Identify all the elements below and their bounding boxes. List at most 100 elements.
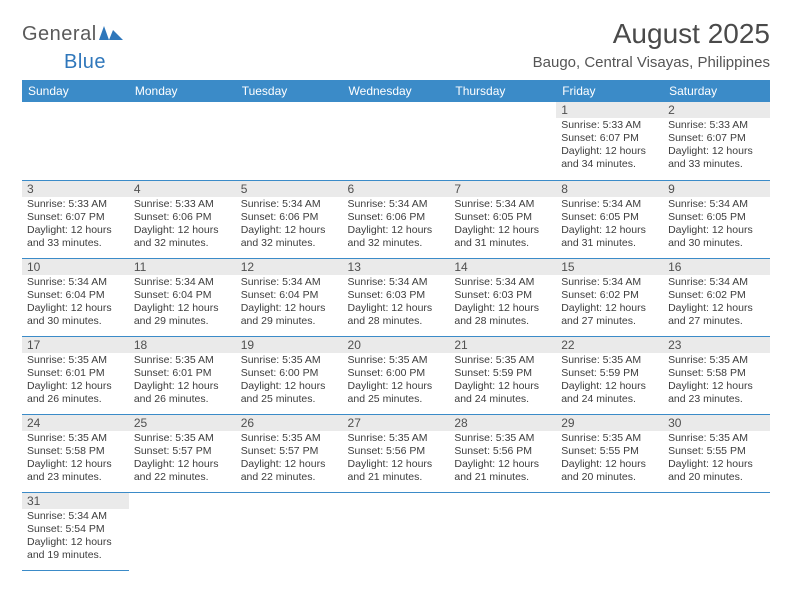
day-number: 5	[236, 181, 343, 197]
weekday-header: Wednesday	[343, 80, 450, 102]
logo-text-general: General	[22, 23, 97, 45]
day-number: 23	[663, 337, 770, 353]
calendar-day-cell: 15Sunrise: 5:34 AMSunset: 6:02 PMDayligh…	[556, 258, 663, 336]
day-details: Sunrise: 5:34 AMSunset: 6:06 PMDaylight:…	[236, 197, 343, 254]
calendar-empty-cell	[129, 102, 236, 180]
logo-flag-icon	[99, 26, 123, 44]
calendar-day-cell: 17Sunrise: 5:35 AMSunset: 6:01 PMDayligh…	[22, 336, 129, 414]
day-details: Sunrise: 5:33 AMSunset: 6:07 PMDaylight:…	[663, 118, 770, 175]
day-details: Sunrise: 5:35 AMSunset: 5:56 PMDaylight:…	[449, 431, 556, 488]
day-number: 4	[129, 181, 236, 197]
calendar-day-cell: 6Sunrise: 5:34 AMSunset: 6:06 PMDaylight…	[343, 180, 450, 258]
day-number: 19	[236, 337, 343, 353]
day-details: Sunrise: 5:34 AMSunset: 6:04 PMDaylight:…	[22, 275, 129, 332]
day-number: 9	[663, 181, 770, 197]
day-details: Sunrise: 5:34 AMSunset: 6:02 PMDaylight:…	[663, 275, 770, 332]
calendar-empty-cell	[236, 102, 343, 180]
calendar-day-cell: 28Sunrise: 5:35 AMSunset: 5:56 PMDayligh…	[449, 414, 556, 492]
calendar-week-row: 17Sunrise: 5:35 AMSunset: 6:01 PMDayligh…	[22, 336, 770, 414]
calendar-empty-cell	[556, 492, 663, 570]
day-number: 14	[449, 259, 556, 275]
logo: General Blue	[22, 24, 123, 72]
calendar-empty-cell	[343, 102, 450, 180]
day-details: Sunrise: 5:35 AMSunset: 5:55 PMDaylight:…	[663, 431, 770, 488]
calendar-week-row: 24Sunrise: 5:35 AMSunset: 5:58 PMDayligh…	[22, 414, 770, 492]
day-number: 18	[129, 337, 236, 353]
calendar-day-cell: 24Sunrise: 5:35 AMSunset: 5:58 PMDayligh…	[22, 414, 129, 492]
day-number: 26	[236, 415, 343, 431]
calendar-week-row: 1Sunrise: 5:33 AMSunset: 6:07 PMDaylight…	[22, 102, 770, 180]
weekday-header: Monday	[129, 80, 236, 102]
calendar-day-cell: 3Sunrise: 5:33 AMSunset: 6:07 PMDaylight…	[22, 180, 129, 258]
weekday-header-row: SundayMondayTuesdayWednesdayThursdayFrid…	[22, 80, 770, 102]
calendar-day-cell: 1Sunrise: 5:33 AMSunset: 6:07 PMDaylight…	[556, 102, 663, 180]
calendar-week-row: 3Sunrise: 5:33 AMSunset: 6:07 PMDaylight…	[22, 180, 770, 258]
calendar-day-cell: 11Sunrise: 5:34 AMSunset: 6:04 PMDayligh…	[129, 258, 236, 336]
calendar-empty-cell	[343, 492, 450, 570]
day-number: 24	[22, 415, 129, 431]
day-details: Sunrise: 5:34 AMSunset: 5:54 PMDaylight:…	[22, 509, 129, 566]
day-number: 2	[663, 102, 770, 118]
location-text: Baugo, Central Visayas, Philippines	[533, 54, 770, 71]
day-number: 15	[556, 259, 663, 275]
day-number: 28	[449, 415, 556, 431]
calendar-empty-cell	[129, 492, 236, 570]
day-details: Sunrise: 5:35 AMSunset: 6:01 PMDaylight:…	[22, 353, 129, 410]
day-details: Sunrise: 5:35 AMSunset: 5:57 PMDaylight:…	[129, 431, 236, 488]
calendar-day-cell: 14Sunrise: 5:34 AMSunset: 6:03 PMDayligh…	[449, 258, 556, 336]
calendar-empty-cell	[22, 102, 129, 180]
calendar-day-cell: 29Sunrise: 5:35 AMSunset: 5:55 PMDayligh…	[556, 414, 663, 492]
day-number: 12	[236, 259, 343, 275]
day-details: Sunrise: 5:34 AMSunset: 6:03 PMDaylight:…	[343, 275, 450, 332]
calendar-day-cell: 8Sunrise: 5:34 AMSunset: 6:05 PMDaylight…	[556, 180, 663, 258]
page-header: General Blue August 2025 Baugo, Central …	[22, 18, 770, 72]
day-details: Sunrise: 5:35 AMSunset: 5:57 PMDaylight:…	[236, 431, 343, 488]
calendar-day-cell: 19Sunrise: 5:35 AMSunset: 6:00 PMDayligh…	[236, 336, 343, 414]
day-number: 1	[556, 102, 663, 118]
calendar-week-row: 31Sunrise: 5:34 AMSunset: 5:54 PMDayligh…	[22, 492, 770, 570]
calendar-day-cell: 2Sunrise: 5:33 AMSunset: 6:07 PMDaylight…	[663, 102, 770, 180]
day-details: Sunrise: 5:35 AMSunset: 6:00 PMDaylight:…	[236, 353, 343, 410]
day-number: 3	[22, 181, 129, 197]
calendar-day-cell: 27Sunrise: 5:35 AMSunset: 5:56 PMDayligh…	[343, 414, 450, 492]
weekday-header: Thursday	[449, 80, 556, 102]
day-details: Sunrise: 5:33 AMSunset: 6:07 PMDaylight:…	[556, 118, 663, 175]
calendar-empty-cell	[449, 102, 556, 180]
calendar-day-cell: 18Sunrise: 5:35 AMSunset: 6:01 PMDayligh…	[129, 336, 236, 414]
calendar-empty-cell	[449, 492, 556, 570]
day-details: Sunrise: 5:34 AMSunset: 6:05 PMDaylight:…	[556, 197, 663, 254]
day-number: 27	[343, 415, 450, 431]
calendar-day-cell: 12Sunrise: 5:34 AMSunset: 6:04 PMDayligh…	[236, 258, 343, 336]
calendar-day-cell: 16Sunrise: 5:34 AMSunset: 6:02 PMDayligh…	[663, 258, 770, 336]
logo-text-blue: Blue	[64, 51, 106, 73]
day-details: Sunrise: 5:34 AMSunset: 6:02 PMDaylight:…	[556, 275, 663, 332]
calendar-day-cell: 23Sunrise: 5:35 AMSunset: 5:58 PMDayligh…	[663, 336, 770, 414]
day-number: 21	[449, 337, 556, 353]
day-details: Sunrise: 5:35 AMSunset: 6:01 PMDaylight:…	[129, 353, 236, 410]
weekday-header: Friday	[556, 80, 663, 102]
calendar-day-cell: 25Sunrise: 5:35 AMSunset: 5:57 PMDayligh…	[129, 414, 236, 492]
day-details: Sunrise: 5:33 AMSunset: 6:07 PMDaylight:…	[22, 197, 129, 254]
day-number: 13	[343, 259, 450, 275]
day-number: 17	[22, 337, 129, 353]
calendar-day-cell: 21Sunrise: 5:35 AMSunset: 5:59 PMDayligh…	[449, 336, 556, 414]
day-number: 8	[556, 181, 663, 197]
day-details: Sunrise: 5:34 AMSunset: 6:04 PMDaylight:…	[129, 275, 236, 332]
day-number: 20	[343, 337, 450, 353]
day-details: Sunrise: 5:35 AMSunset: 5:58 PMDaylight:…	[22, 431, 129, 488]
calendar-day-cell: 10Sunrise: 5:34 AMSunset: 6:04 PMDayligh…	[22, 258, 129, 336]
day-number: 10	[22, 259, 129, 275]
calendar-day-cell: 31Sunrise: 5:34 AMSunset: 5:54 PMDayligh…	[22, 492, 129, 570]
day-number: 25	[129, 415, 236, 431]
day-details: Sunrise: 5:35 AMSunset: 5:58 PMDaylight:…	[663, 353, 770, 410]
calendar-day-cell: 26Sunrise: 5:35 AMSunset: 5:57 PMDayligh…	[236, 414, 343, 492]
calendar-empty-cell	[236, 492, 343, 570]
calendar-day-cell: 13Sunrise: 5:34 AMSunset: 6:03 PMDayligh…	[343, 258, 450, 336]
calendar-day-cell: 20Sunrise: 5:35 AMSunset: 6:00 PMDayligh…	[343, 336, 450, 414]
calendar-day-cell: 22Sunrise: 5:35 AMSunset: 5:59 PMDayligh…	[556, 336, 663, 414]
day-details: Sunrise: 5:35 AMSunset: 6:00 PMDaylight:…	[343, 353, 450, 410]
day-details: Sunrise: 5:34 AMSunset: 6:06 PMDaylight:…	[343, 197, 450, 254]
title-block: August 2025 Baugo, Central Visayas, Phil…	[533, 18, 770, 71]
calendar-day-cell: 7Sunrise: 5:34 AMSunset: 6:05 PMDaylight…	[449, 180, 556, 258]
calendar-day-cell: 5Sunrise: 5:34 AMSunset: 6:06 PMDaylight…	[236, 180, 343, 258]
